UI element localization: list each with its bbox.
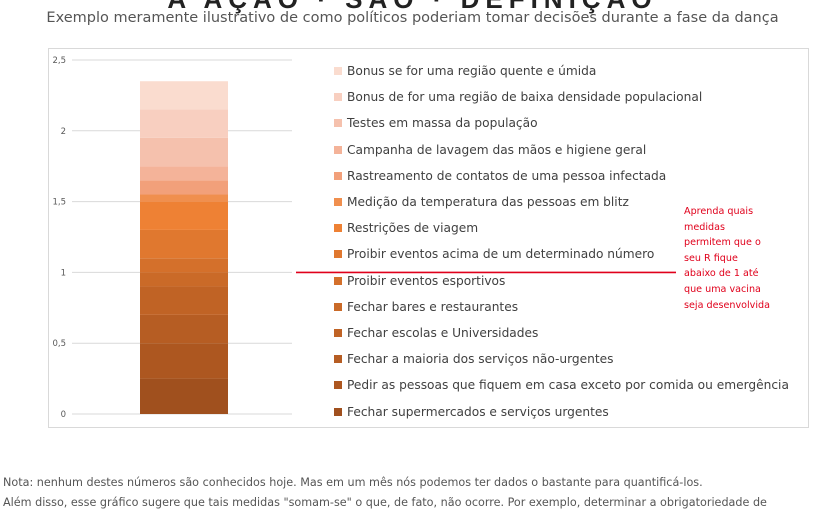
bar-segment bbox=[140, 194, 228, 202]
legend-label: Rastreamento de contatos de uma pessoa i… bbox=[347, 168, 667, 183]
annotation-line: Aprenda quais bbox=[684, 206, 754, 217]
legend-label: Fechar escolas e Universidades bbox=[347, 325, 539, 340]
legend-swatch bbox=[334, 302, 342, 311]
bar-segment bbox=[140, 286, 228, 315]
legend-swatch bbox=[334, 198, 342, 207]
legend-label: Fechar supermercados e serviços urgentes bbox=[347, 404, 609, 419]
bar-segment bbox=[140, 180, 228, 195]
legend-label: Bonus se for uma região quente e úmida bbox=[347, 64, 597, 79]
legend-label: Fechar bares e restaurantes bbox=[347, 299, 519, 314]
legend-entry: Bonus se for uma região quente e úmida bbox=[334, 58, 804, 84]
legend-label: Testes em massa da população bbox=[347, 116, 538, 131]
annotation-line: abaixo de 1 até bbox=[684, 268, 759, 280]
legend-entry: Proibir eventos esportivos bbox=[334, 268, 804, 294]
legend-swatch bbox=[334, 119, 342, 128]
legend-label: Campanha de lavagem das mãos e higiene g… bbox=[347, 142, 647, 157]
bar-segment bbox=[140, 137, 228, 167]
annotation-line: permitem que o bbox=[684, 237, 761, 249]
legend-entry: Fechar escolas e Universidades bbox=[334, 320, 804, 346]
legend-entry: Restrições de viagem bbox=[334, 215, 804, 241]
y-tick-label: 0 bbox=[61, 410, 66, 420]
legend-entry: Testes em massa da população bbox=[334, 110, 804, 136]
bar-segment bbox=[140, 229, 228, 259]
annotation-line: seja desenvolvida bbox=[684, 299, 770, 311]
bar-segment bbox=[140, 81, 228, 110]
legend-entry: Fechar supermercados e serviços urgentes bbox=[334, 398, 804, 424]
footnote-line-2: Além disso, esse gráfico sugere que tais… bbox=[3, 496, 767, 509]
bar-segment bbox=[140, 109, 228, 138]
legend-label: Bonus de for uma região de baixa densida… bbox=[347, 90, 703, 105]
legend-label: Proibir eventos acima de um determinado … bbox=[347, 247, 655, 262]
legend-swatch bbox=[334, 407, 342, 416]
legend-swatch bbox=[334, 171, 342, 180]
legend-swatch bbox=[334, 224, 342, 233]
bar-segment bbox=[140, 314, 228, 344]
threshold-annotation: Aprenda quais medidas permitem que o seu R … bbox=[684, 204, 794, 313]
y-tick-label: 1 bbox=[61, 268, 66, 278]
legend-entry: Pedir as pessoas que fiquem em casa exce… bbox=[334, 372, 804, 398]
bar-segment bbox=[140, 272, 228, 287]
legend-entry: Bonus de for uma região de baixa densida… bbox=[334, 84, 804, 110]
legend-label: Proibir eventos esportivos bbox=[347, 273, 506, 288]
legend-swatch bbox=[334, 250, 342, 259]
bar-segment bbox=[140, 258, 228, 273]
legend-entry: Campanha de lavagem das mãos e higiene g… bbox=[334, 137, 804, 163]
legend-swatch bbox=[334, 276, 342, 285]
legend-label: Restrições de viagem bbox=[347, 221, 479, 236]
annotation-line: que uma vacina bbox=[684, 283, 761, 295]
y-tick-label: 2,5 bbox=[52, 56, 66, 66]
legend-label: Fechar a maioria dos serviços não-urgent… bbox=[347, 352, 614, 367]
y-tick-label: 1,5 bbox=[52, 198, 66, 208]
legend-swatch bbox=[334, 145, 342, 154]
legend-label: Pedir as pessoas que fiquem em casa exce… bbox=[347, 378, 789, 393]
annotation-line: seu R fique bbox=[684, 252, 738, 264]
legend-entry: Proibir eventos acima de um determinado … bbox=[334, 241, 804, 267]
bar-segment bbox=[140, 378, 228, 414]
bar-segment bbox=[140, 201, 228, 230]
legend-swatch bbox=[334, 381, 342, 390]
legend-swatch bbox=[334, 355, 342, 364]
annotation-line: medidas bbox=[684, 221, 725, 233]
legend-entry: Medição da temperatura das pessoas em bl… bbox=[334, 189, 804, 215]
y-tick-label: 2 bbox=[61, 127, 66, 137]
legend-label: Medição da temperatura das pessoas em bl… bbox=[347, 195, 629, 210]
legend-swatch bbox=[334, 328, 342, 337]
clipped-title-remnant: A AÇÃO · SÃO · DEFINIÇÃO bbox=[0, 0, 825, 15]
legend-entry: Rastreamento de contatos de uma pessoa i… bbox=[334, 163, 804, 189]
chart-subtitle: Exemplo meramente ilustrativo de como po… bbox=[46, 10, 779, 26]
bar-segment bbox=[140, 343, 228, 379]
legend-entry: Fechar bares e restaurantes bbox=[334, 294, 804, 320]
legend-swatch bbox=[334, 67, 342, 76]
footnote-line-1: Nota: nenhum destes números são conhecid… bbox=[3, 476, 703, 489]
chart-legend: Bonus se for uma região quente e úmida Bo… bbox=[334, 58, 804, 425]
footnote: Nota: nenhum destes números são conhecid… bbox=[3, 473, 825, 513]
y-tick-label: 0,5 bbox=[52, 339, 66, 349]
legend-entry: Fechar a maioria dos serviços não-urgent… bbox=[334, 346, 804, 372]
bar-segment bbox=[140, 166, 228, 181]
legend-swatch bbox=[334, 93, 342, 102]
